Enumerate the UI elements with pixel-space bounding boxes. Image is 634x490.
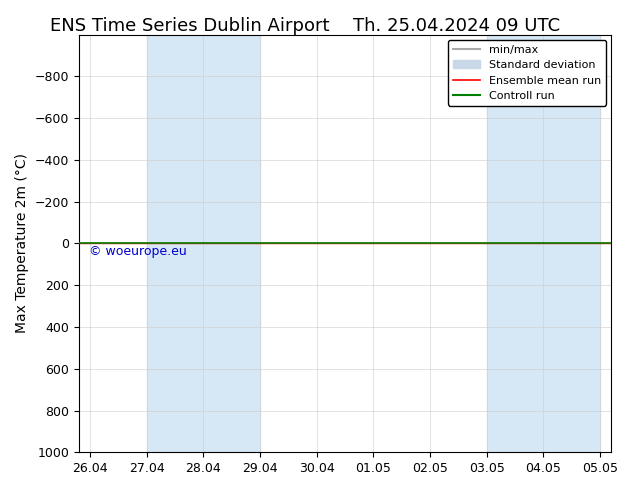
- Legend: min/max, Standard deviation, Ensemble mean run, Controll run: min/max, Standard deviation, Ensemble me…: [448, 40, 606, 106]
- Y-axis label: Max Temperature 2m (°C): Max Temperature 2m (°C): [15, 153, 29, 333]
- Text: © woeurope.eu: © woeurope.eu: [89, 245, 187, 258]
- Bar: [147, 35, 260, 452]
- Text: ENS Time Series Dublin Airport: ENS Time Series Dublin Airport: [51, 17, 330, 35]
- Bar: [487, 35, 600, 452]
- Text: Th. 25.04.2024 09 UTC: Th. 25.04.2024 09 UTC: [353, 17, 560, 35]
